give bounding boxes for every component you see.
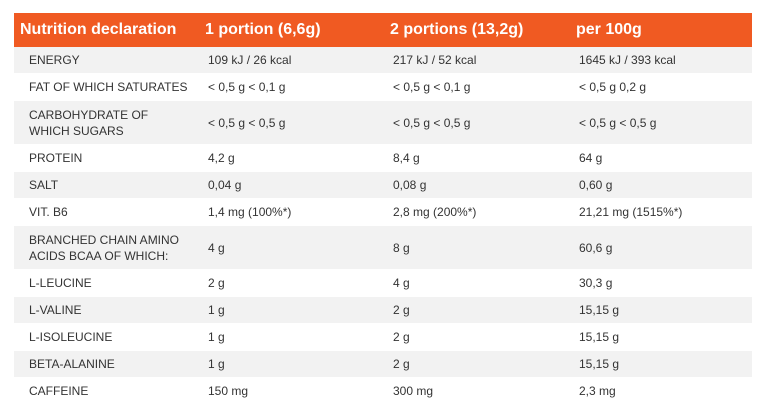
nutrient-value: 109 kJ / 26 kcal bbox=[199, 47, 384, 74]
nutrient-value: 64 g bbox=[570, 144, 752, 172]
nutrient-value: 2 g bbox=[384, 296, 570, 324]
nutrition-table: Nutrition declaration 1 portion (6,6g) 2 p… bbox=[14, 13, 752, 405]
nutrient-name: PROTEIN bbox=[14, 144, 199, 172]
table-row: VIT. B6 1,4 mg (100%*) 2,8 mg (200%*) 21,21… bbox=[14, 198, 752, 226]
nutrient-value: 30,3 g bbox=[570, 269, 752, 297]
header-cell: 2 portions (13,2g) bbox=[384, 13, 570, 47]
nutrient-name: FAT OF WHICH SATURATES bbox=[14, 73, 199, 101]
nutrient-value: < 0,5 g < 0,5 g bbox=[570, 100, 752, 145]
table-row: ENERGY 109 kJ / 26 kcal 217 kJ / 52 kcal 16… bbox=[14, 47, 752, 74]
nutrient-value: 2,3 mg bbox=[570, 377, 752, 405]
header-cell: Nutrition declaration bbox=[14, 13, 199, 47]
header-row: Nutrition declaration 1 portion (6,6g) 2 p… bbox=[14, 13, 752, 47]
nutrient-value: 1 g bbox=[199, 296, 384, 324]
header-cell: 1 portion (6,6g) bbox=[199, 13, 384, 47]
table-row: CAFFEINE 150 mg 300 mg 2,3 mg bbox=[14, 377, 752, 405]
nutrient-value: 217 kJ / 52 kcal bbox=[384, 47, 570, 74]
nutrient-name: CARBOHYDRATE OF WHICH SUGARS bbox=[14, 100, 199, 145]
nutrient-value: 15,15 g bbox=[570, 296, 752, 324]
nutrient-value: 4,2 g bbox=[199, 144, 384, 172]
nutrient-value: < 0,5 g 0,2 g bbox=[570, 73, 752, 101]
nutrient-name: BRANCHED CHAIN AMINO ACIDS BCAA OF WHICH… bbox=[14, 225, 199, 270]
nutrient-value: 150 mg bbox=[199, 377, 384, 405]
nutrient-value: < 0,5 g < 0,1 g bbox=[384, 73, 570, 101]
nutrient-name: CAFFEINE bbox=[14, 377, 199, 405]
header-cell: per 100g bbox=[570, 13, 752, 47]
nutrient-value: 2 g bbox=[384, 350, 570, 378]
table-row: CARBOHYDRATE OF WHICH SUGARS < 0,5 g < 0,… bbox=[14, 100, 752, 145]
table-row: PROTEIN 4,2 g 8,4 g 64 g bbox=[14, 144, 752, 172]
nutrient-value: 2 g bbox=[384, 323, 570, 351]
nutrient-name: SALT bbox=[14, 171, 199, 199]
nutrient-value: 1 g bbox=[199, 350, 384, 378]
nutrient-value: 0,04 g bbox=[199, 171, 384, 199]
table-row: SALT 0,04 g 0,08 g 0,60 g bbox=[14, 171, 752, 199]
nutrient-value: 60,6 g bbox=[570, 225, 752, 270]
nutrient-value: 0,60 g bbox=[570, 171, 752, 199]
table-row: FAT OF WHICH SATURATES < 0,5 g < 0,1 g < 0… bbox=[14, 73, 752, 101]
nutrient-value: 0,08 g bbox=[384, 171, 570, 199]
nutrient-value: < 0,5 g < 0,5 g bbox=[199, 100, 384, 145]
nutrient-value: 2,8 mg (200%*) bbox=[384, 198, 570, 226]
nutrient-value: 1 g bbox=[199, 323, 384, 351]
nutrient-value: 4 g bbox=[384, 269, 570, 297]
nutrient-value: 8,4 g bbox=[384, 144, 570, 172]
nutrient-name: L-LEUCINE bbox=[14, 269, 199, 297]
nutrient-value: 2 g bbox=[199, 269, 384, 297]
nutrient-value: 1645 kJ / 393 kcal bbox=[570, 47, 752, 74]
nutrient-value: 300 mg bbox=[384, 377, 570, 405]
nutrient-value: 8 g bbox=[384, 225, 570, 270]
nutrient-value: 21,21 mg (1515%*) bbox=[570, 198, 752, 226]
nutrient-name: ENERGY bbox=[14, 47, 199, 74]
table-body: ENERGY 109 kJ / 26 kcal 217 kJ / 52 kcal 16… bbox=[14, 47, 752, 405]
nutrient-value: 4 g bbox=[199, 225, 384, 270]
nutrient-value: < 0,5 g < 0,1 g bbox=[199, 73, 384, 101]
nutrient-value: < 0,5 g < 0,5 g bbox=[384, 100, 570, 145]
table-header: Nutrition declaration 1 portion (6,6g) 2 p… bbox=[14, 13, 752, 47]
nutrient-value: 15,15 g bbox=[570, 350, 752, 378]
nutrient-value: 15,15 g bbox=[570, 323, 752, 351]
nutrient-value: 1,4 mg (100%*) bbox=[199, 198, 384, 226]
table-row: BRANCHED CHAIN AMINO ACIDS BCAA OF WHICH… bbox=[14, 225, 752, 270]
nutrient-name: BETA-ALANINE bbox=[14, 350, 199, 378]
nutrient-name: VIT. B6 bbox=[14, 198, 199, 226]
nutrient-name: L-ISOLEUCINE bbox=[14, 323, 199, 351]
nutrient-name: L-VALINE bbox=[14, 296, 199, 324]
